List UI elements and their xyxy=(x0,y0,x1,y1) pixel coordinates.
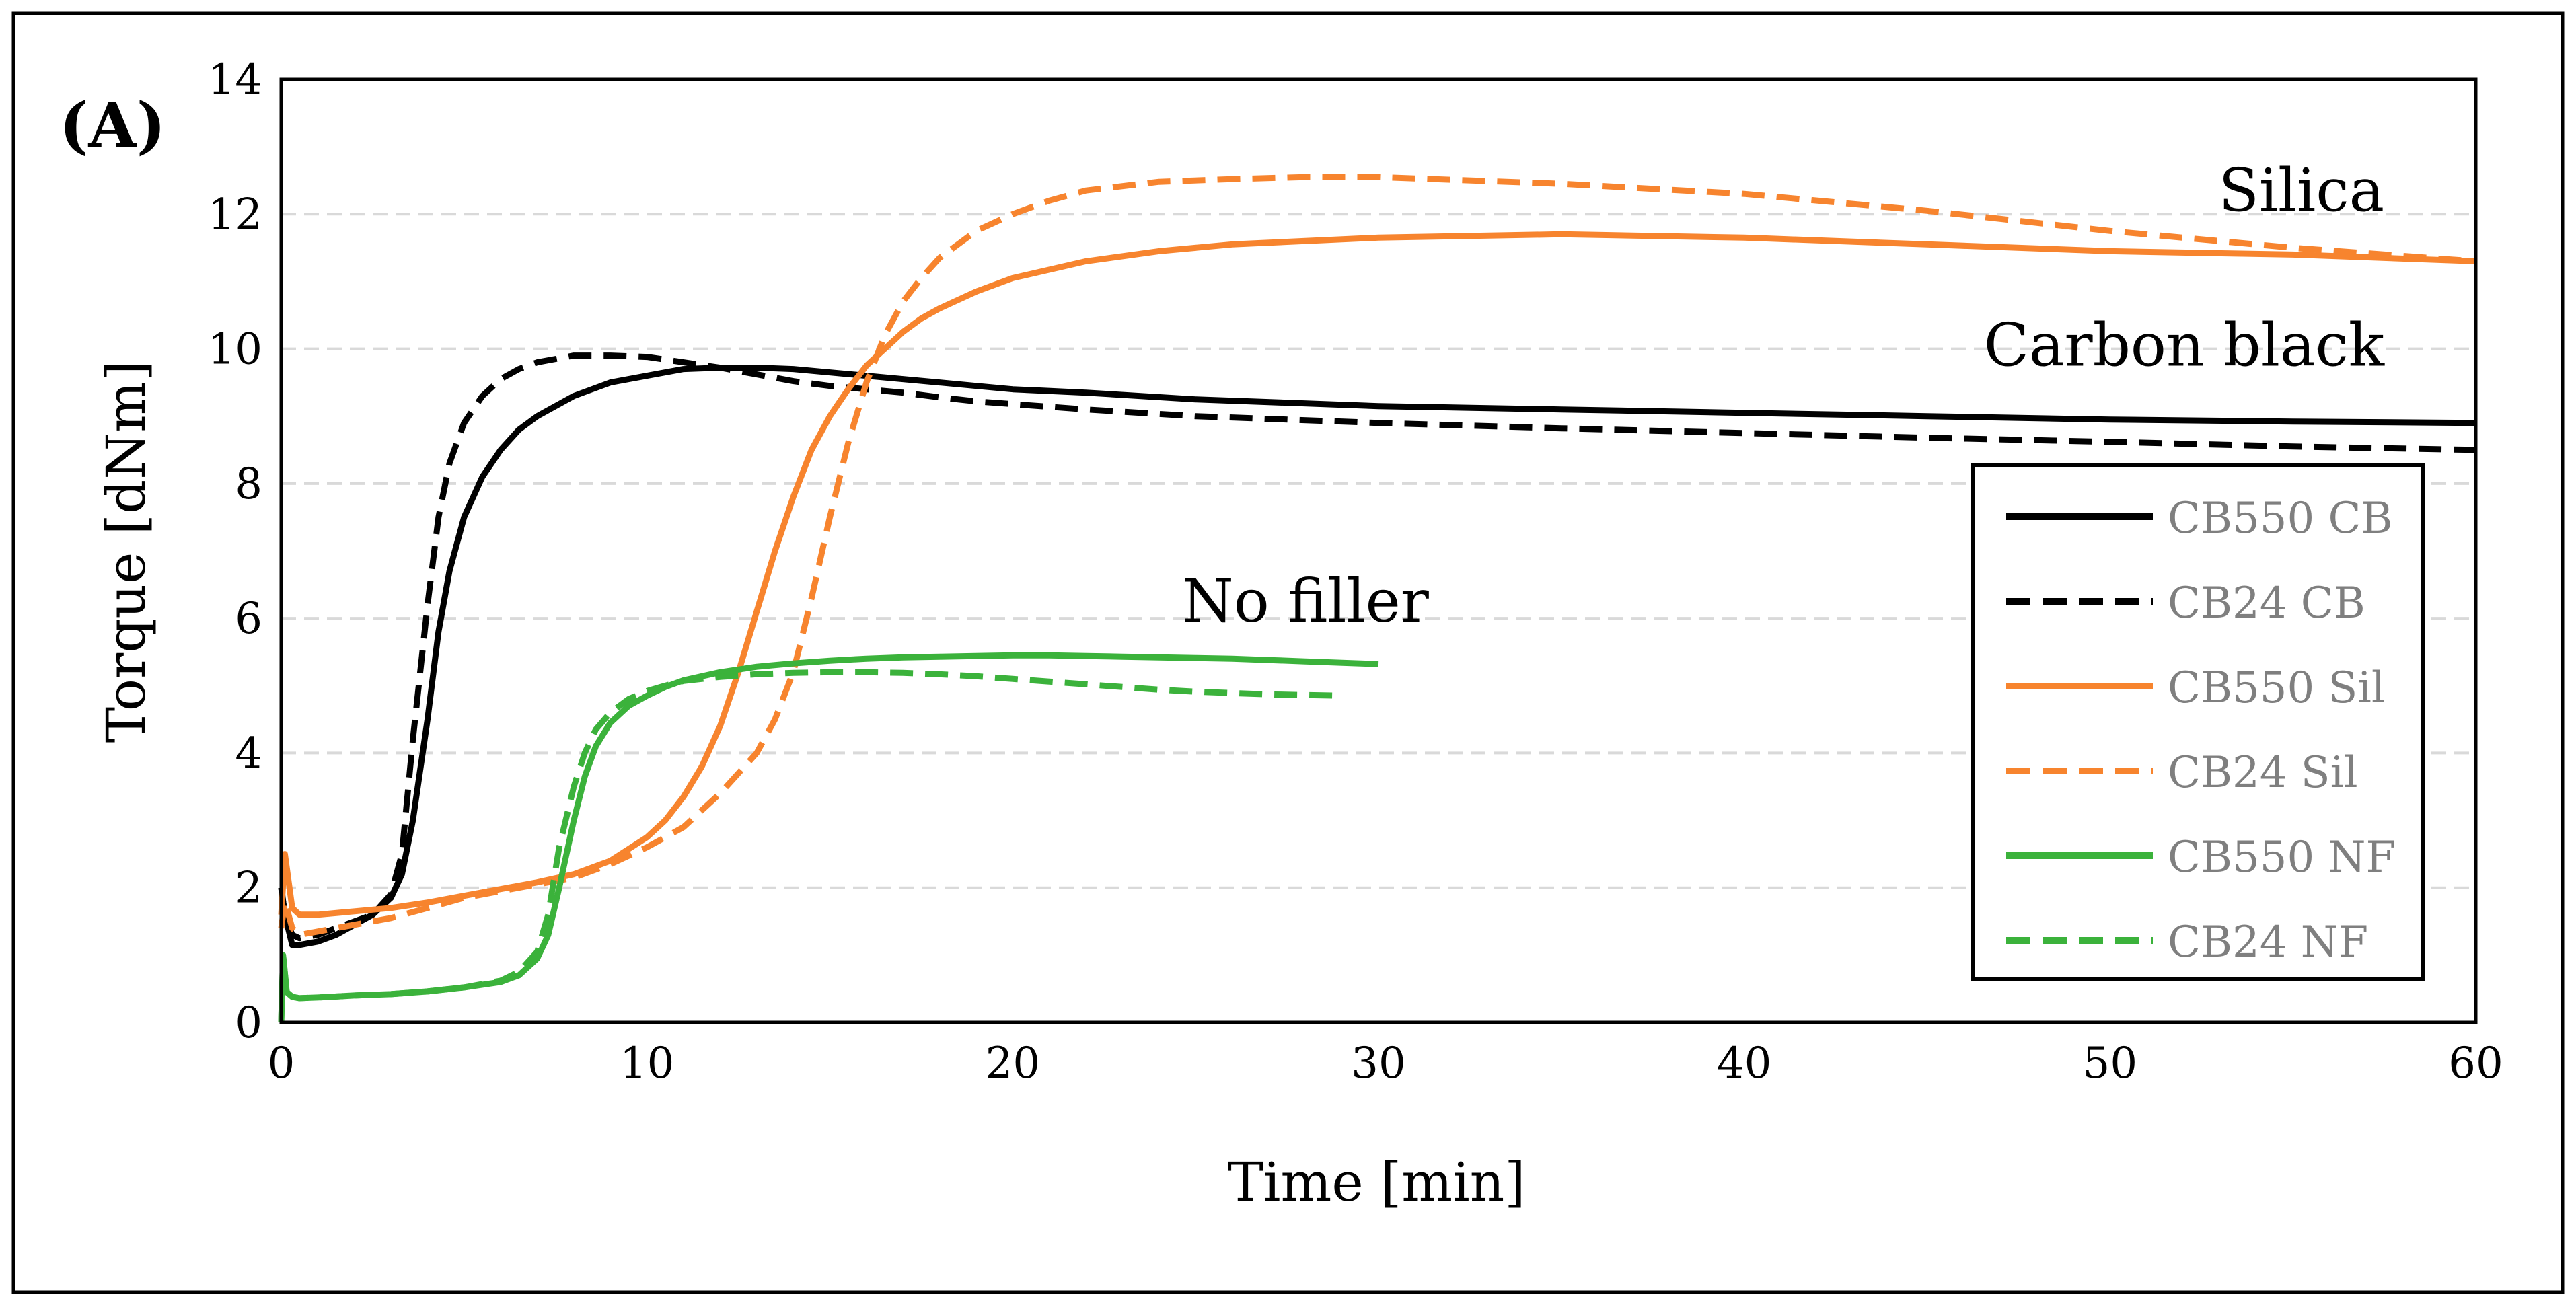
annotation-silica: Silica xyxy=(2219,155,2384,225)
legend-label-cb24-sil: CB24 Sil xyxy=(2168,748,2358,798)
series-line-cb24-sil xyxy=(278,174,2476,938)
legend-label-cb24-nf: CB24 NF xyxy=(2168,918,2368,967)
x-tick-label: 40 xyxy=(1717,1039,1771,1088)
x-tick-label: 10 xyxy=(620,1039,674,1088)
annotation-no-filler: No filler xyxy=(1182,566,1430,636)
y-tick-label: 12 xyxy=(208,190,262,239)
panel-label: (A) xyxy=(59,89,165,161)
y-axis-label: Torque [dNm] xyxy=(95,361,157,743)
series-line-cb24-nf xyxy=(278,669,1342,1023)
legend-items: CB550 CB CB24 CB CB550 Sil CB24 Sil CB550 NF… xyxy=(2006,494,2396,967)
series-line-cb550-sil xyxy=(278,231,2476,918)
annotations: Silica Carbon black No filler xyxy=(1182,155,2385,636)
y-tick-label: 2 xyxy=(235,864,262,913)
legend-label-cb550-nf: CB550 NF xyxy=(2168,833,2396,883)
legend-label-cb550-sil: CB550 Sil xyxy=(2168,663,2385,713)
y-tick-label: 10 xyxy=(208,325,262,375)
x-tick-label: 60 xyxy=(2448,1039,2503,1088)
plot-area-frame xyxy=(279,77,2478,1024)
x-tick-label: 0 xyxy=(268,1039,295,1088)
y-tick-label: 14 xyxy=(208,55,262,105)
axis-ticks: 0 2 4 6 8 10 12 14 0 10 20 30 40 50 60 xyxy=(208,55,2503,1088)
series-line-cb24-cb xyxy=(278,352,2476,942)
y-tick-label: 4 xyxy=(235,728,262,778)
legend-box xyxy=(1971,463,2425,981)
x-tick-label: 50 xyxy=(2083,1039,2137,1088)
legend-label-cb550-cb: CB550 CB xyxy=(2168,494,2393,544)
y-tick-label: 6 xyxy=(235,594,262,644)
annotation-carbon-black: Carbon black xyxy=(1984,311,2385,380)
x-axis-label: Time [min] xyxy=(1228,1151,1526,1213)
x-tick-label: 20 xyxy=(986,1039,1040,1088)
legend-label-cb24-cb: CB24 CB xyxy=(2168,578,2365,628)
series-lines xyxy=(278,174,2476,1023)
y-tick-label: 0 xyxy=(235,998,262,1048)
x-tick-label: 30 xyxy=(1351,1039,1405,1088)
y-tick-label: 8 xyxy=(235,459,262,509)
legend: CB550 CB CB24 CB CB550 Sil CB24 Sil CB550 NF… xyxy=(1971,463,2425,981)
